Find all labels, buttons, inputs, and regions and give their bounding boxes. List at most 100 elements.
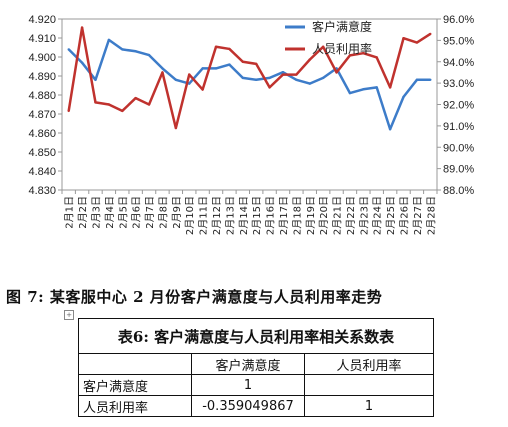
left-tick-label: 4.860: [28, 128, 56, 140]
data-point-satisfaction: [134, 50, 137, 53]
data-point-satisfaction: [295, 78, 298, 82]
data-point-utilization: [362, 52, 365, 55]
x-tick-label: 2月27日: [412, 196, 424, 235]
series-line-utilization: [67, 26, 431, 130]
left-tick-label: 4.870: [28, 109, 56, 121]
x-tick-label: 2月4日: [104, 196, 116, 229]
data-point-satisfaction: [147, 53, 151, 57]
legend-label-utilization: 人员利用率: [312, 41, 372, 56]
table-header-row: 客户满意度 人员利用率: [78, 353, 434, 375]
x-tick-label: 2月25日: [385, 196, 397, 235]
data-point-satisfaction: [214, 67, 218, 70]
data-point-utilization: [268, 86, 271, 89]
data-point-utilization: [335, 71, 338, 74]
x-tick-label: 2月19日: [305, 196, 317, 235]
table-header-cell: 人员利用率: [304, 353, 434, 375]
left-axis-ticks: 4.830 4.840 4.850 4.860 4.870 4.880 4.890 4.900…: [28, 14, 62, 197]
data-point-utilization: [134, 96, 137, 100]
table-cell: 1: [191, 374, 305, 396]
x-tick-label: 2月18日: [291, 196, 303, 235]
x-tick-label: 2月20日: [318, 196, 330, 235]
x-tick-label: 2月1日: [64, 196, 76, 229]
data-point-utilization: [402, 37, 405, 40]
data-point-satisfaction: [429, 78, 432, 82]
table-cell: -0.359049867: [191, 395, 305, 417]
data-point-utilization: [388, 86, 392, 89]
data-point-satisfaction: [241, 76, 245, 80]
table-header-cell: 客户满意度: [191, 353, 305, 375]
table-row: 客户满意度 1: [78, 374, 434, 396]
data-point-satisfaction: [321, 76, 325, 80]
plot-area: [61, 18, 438, 191]
data-point-utilization: [214, 45, 218, 48]
data-point-satisfaction: [375, 86, 378, 89]
data-point-utilization: [94, 101, 97, 104]
x-tick-label: 2月7日: [144, 196, 156, 229]
data-point-satisfaction: [268, 76, 271, 80]
x-tick-label: 2月2日: [77, 196, 89, 229]
right-tick-label: 95.0%: [443, 35, 474, 47]
x-tick-label: 2月3日: [90, 196, 102, 229]
right-tick-label: 93.0%: [443, 78, 474, 90]
legend: 客户满意度 人员利用率: [285, 19, 372, 56]
x-tick-label: 2月28日: [425, 196, 437, 235]
left-tick-label: 4.830: [28, 185, 56, 197]
x-tick-label: 2月24日: [372, 196, 384, 235]
table-title-row: 表6: 客户满意度与人员利用率相关系数表: [78, 318, 434, 354]
data-point-satisfaction: [121, 48, 124, 51]
right-tick-label: 91.0%: [443, 121, 474, 133]
right-tick-label: 88.0%: [443, 185, 474, 197]
left-tick-label: 4.910: [28, 33, 56, 45]
x-tick-label: 2月17日: [278, 196, 290, 235]
x-tick-label: 2月26日: [399, 196, 411, 235]
data-point-utilization: [107, 103, 111, 106]
data-point-utilization: [415, 41, 419, 44]
left-tick-label: 4.920: [28, 14, 56, 26]
x-tick-label: 2月16日: [265, 196, 277, 235]
series-line-satisfaction: [67, 38, 431, 131]
data-point-satisfaction: [67, 48, 70, 51]
x-tick-label: 2月12日: [211, 196, 223, 235]
data-point-utilization: [429, 32, 432, 36]
data-point-satisfaction: [281, 71, 285, 74]
data-point-satisfaction: [174, 78, 178, 82]
data-point-utilization: [174, 126, 178, 130]
data-point-satisfaction: [348, 91, 352, 95]
x-tick-label: 2月15日: [251, 196, 263, 235]
x-tick-label: 2月9日: [171, 196, 183, 229]
table-cell: 1: [304, 395, 434, 417]
data-point-utilization: [254, 62, 258, 66]
x-tick-label: 2月11日: [198, 196, 210, 235]
x-tick-label: 2月10日: [184, 196, 196, 235]
data-point-utilization: [281, 73, 285, 76]
data-point-utilization: [348, 54, 352, 57]
correlation-table: 表6: 客户满意度与人员利用率相关系数表 客户满意度 人员利用率 客户满意度 1…: [78, 318, 434, 417]
x-tick-label: 2月21日: [332, 196, 344, 235]
data-point-utilization: [241, 60, 245, 63]
correlation-table-wrapper: 表6: 客户满意度与人员利用率相关系数表 客户满意度 人员利用率 客户满意度 1…: [78, 318, 434, 417]
x-tick-label: 2月5日: [117, 196, 129, 229]
data-point-satisfaction: [107, 38, 111, 42]
left-tick-label: 4.840: [28, 166, 56, 178]
table-anchor-icon[interactable]: +: [64, 310, 74, 320]
table-header-cell: [78, 353, 192, 375]
right-tick-label: 92.0%: [443, 100, 474, 112]
left-tick-label: 4.880: [28, 90, 56, 102]
table-row-label: 客户满意度: [78, 374, 192, 396]
table-row-label: 人员利用率: [78, 395, 192, 417]
left-tick-label: 4.900: [28, 52, 56, 64]
legend-label-satisfaction: 客户满意度: [312, 19, 372, 34]
data-point-utilization: [321, 45, 325, 48]
data-point-satisfaction: [308, 82, 311, 85]
data-point-utilization: [201, 88, 204, 91]
series-layer: [67, 26, 432, 131]
data-point-satisfaction: [402, 95, 405, 99]
line-chart: 4.830 4.840 4.850 4.860 4.870 4.880 4.890 4.900…: [28, 14, 474, 235]
data-point-utilization: [295, 73, 298, 76]
x-tick-label: 2月8日: [157, 196, 169, 229]
table-cell: [304, 374, 434, 396]
data-point-utilization: [308, 58, 311, 61]
data-point-satisfaction: [188, 82, 191, 85]
right-tick-label: 94.0%: [443, 57, 474, 69]
left-tick-label: 4.890: [28, 71, 56, 83]
